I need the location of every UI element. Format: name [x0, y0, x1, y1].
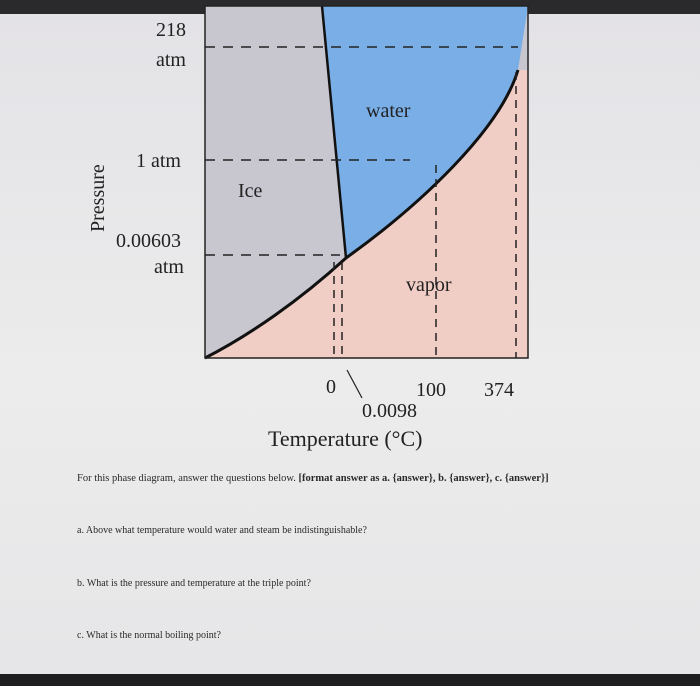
pressure-label-218: 218	[156, 19, 186, 41]
temp-label-0098: 0.0098	[362, 400, 417, 422]
region-label-ice: Ice	[238, 180, 263, 202]
prompt-format: [format answer as a. {answer}, b. {answe…	[298, 473, 549, 484]
prompt-text: For this phase diagram, answer the quest…	[77, 473, 296, 484]
pressure-label-triple: 0.00603	[116, 230, 181, 252]
temp-label-374: 374	[484, 379, 514, 401]
question-c: c. What is the normal boiling point?	[77, 630, 221, 641]
question-prompt: For this phase diagram, answer the quest…	[77, 473, 677, 484]
pressure-label-1atm: 1 atm	[136, 150, 181, 172]
question-a: a. Above what temperature would water an…	[77, 525, 367, 536]
bottom-frame-bar	[0, 674, 700, 686]
pressure-label-218-unit: atm	[156, 49, 186, 71]
y-axis-label: Pressure	[87, 164, 109, 232]
question-b: b. What is the pressure and temperature …	[77, 578, 311, 589]
melting-line	[320, 5, 348, 259]
region-label-water: water	[366, 100, 411, 122]
pressure-label-triple-unit: atm	[154, 256, 184, 278]
triple-point-pointer	[346, 369, 363, 399]
region-label-vapor: vapor	[406, 274, 452, 296]
phase-boundary-curve	[204, 69, 520, 360]
temp-label-100: 100	[416, 379, 446, 401]
water-region	[322, 6, 528, 258]
temp-label-0: 0	[326, 376, 336, 398]
diagram-frame	[204, 5, 529, 359]
x-axis-label: Temperature (°C)	[268, 426, 422, 451]
phase-diagram: 218 atm 1 atm 0.00603 atm Pressure Ice w…	[87, 5, 529, 451]
vapor-region	[205, 70, 528, 358]
